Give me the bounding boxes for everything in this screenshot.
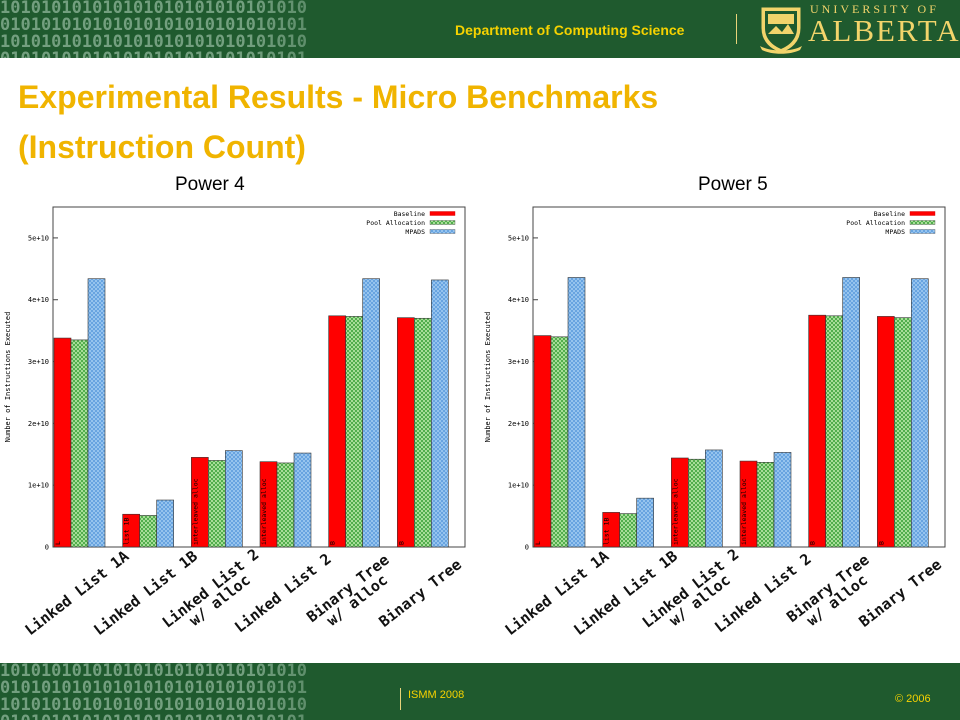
header-divider [736, 14, 737, 44]
bar-mpads [705, 449, 723, 548]
bar-pool [276, 462, 295, 548]
y-tick-label: 0 [45, 544, 49, 552]
binary-pattern: 101010101010101010101010101010 010101010… [0, 0, 308, 58]
footer-divider [400, 688, 401, 710]
bar-inline-label: interleaved alloc [671, 478, 679, 545]
bar-pool [894, 317, 912, 548]
slide-title: Experimental Results - Micro Benchmarks … [18, 72, 918, 172]
y-tick-label: 2e+10 [28, 420, 49, 428]
bar-mpads [636, 497, 654, 548]
footer-copyright: © 2006 [895, 693, 931, 705]
header-bar: 101010101010101010101010101010 010101010… [0, 0, 960, 58]
bar-baseline [397, 317, 415, 548]
bar-mpads [842, 277, 860, 548]
bar-inline-label: interleaved alloc [740, 478, 748, 545]
bar-pool [756, 462, 775, 548]
bar-baseline [877, 316, 895, 548]
footer-binary-pattern: 101010101010101010101010101010 010101010… [0, 663, 308, 720]
legend-label: Pool Allocation [366, 219, 425, 227]
bar-pool [550, 336, 569, 548]
title-line-2: (Instruction Count) [18, 129, 306, 165]
bar-pool [345, 316, 363, 548]
bar-baseline [533, 335, 552, 548]
footer-conference: ISMM 2008 [408, 689, 465, 701]
chart-1-title: Power 4 [175, 174, 245, 195]
bar-pool [825, 315, 843, 548]
bar-inline-label: B [877, 541, 885, 545]
bar-mpads [567, 277, 586, 548]
bar-inline-label: list 1B [123, 518, 131, 545]
plot-frame [532, 206, 946, 548]
bar-pool [139, 515, 157, 548]
bar-pool [208, 460, 226, 548]
bar-inline-label: interleaved alloc [260, 478, 268, 545]
legend-swatch [909, 229, 936, 234]
bar-baseline [328, 315, 346, 548]
footer-bar: 101010101010101010101010101010 010101010… [0, 663, 960, 720]
bar-pool [414, 317, 432, 548]
y-tick-label: 5e+10 [28, 234, 49, 242]
legend-label: Baseline [394, 210, 425, 218]
bar-mpads [293, 452, 312, 548]
bar-inline-label: B [329, 541, 337, 545]
legend-swatch [429, 211, 456, 216]
bar-pool [70, 339, 89, 548]
bar-inline-label: L [54, 541, 62, 545]
bar-pool [688, 458, 706, 548]
y-tick-label: 4e+10 [508, 296, 529, 304]
bar-inline-label: L [534, 541, 542, 545]
footer-binary-fade [250, 663, 480, 720]
y-axis-label: Number of Instructions Executed [484, 312, 492, 443]
y-tick-label: 1e+10 [508, 482, 529, 490]
bar-mpads [911, 278, 929, 548]
bar-mpads [156, 499, 174, 548]
legend-label: Pool Allocation [846, 219, 905, 227]
bar-inline-label: B [397, 541, 405, 545]
legend-swatch [909, 220, 936, 225]
binary-fade [250, 0, 480, 58]
legend-label: Baseline [874, 210, 905, 218]
university-line: UNIVERSITY OF [810, 2, 939, 16]
y-tick-label: 3e+10 [508, 358, 529, 366]
alberta-wordmark: ALBERTA [808, 13, 960, 48]
y-tick-label: 5e+10 [508, 234, 529, 242]
legend-swatch [909, 211, 936, 216]
legend-swatch [429, 229, 456, 234]
y-tick-label: 0 [525, 544, 529, 552]
bar-mpads [87, 278, 106, 548]
legend-label: MPADS [405, 228, 425, 236]
y-tick-label: 4e+10 [28, 296, 49, 304]
bar-baseline [808, 314, 826, 548]
bar-baseline [53, 337, 72, 548]
bar-inline-label: B [809, 541, 817, 545]
chart-power-4: 0 1e+10 2e+10 3e+10 4e+10 5e+10 Number of Inst… [4, 206, 466, 639]
chart-power-5: 0 1e+10 2e+10 3e+10 4e+10 5e+10 Number of Inst… [484, 206, 946, 639]
y-tick-label: 1e+10 [28, 482, 49, 490]
chart-2-title: Power 5 [698, 174, 768, 195]
y-tick-label: 3e+10 [28, 358, 49, 366]
bar-mpads [431, 279, 449, 548]
bar-mpads [362, 278, 380, 548]
department-name: Department of Computing Science [455, 22, 685, 38]
bar-mpads [773, 452, 792, 548]
bar-pool [619, 513, 637, 548]
plot-frame [52, 206, 466, 548]
legend-swatch [429, 220, 456, 225]
university-crest-icon [760, 7, 802, 54]
bar-inline-label: list 1B [603, 518, 611, 545]
bar-mpads [225, 450, 243, 548]
title-line-1: Experimental Results - Micro Benchmarks [18, 79, 659, 115]
y-axis-label: Number of Instructions Executed [4, 312, 12, 443]
bar-inline-label: interleaved alloc [191, 478, 199, 545]
y-tick-label: 2e+10 [508, 420, 529, 428]
legend-label: MPADS [885, 228, 905, 236]
